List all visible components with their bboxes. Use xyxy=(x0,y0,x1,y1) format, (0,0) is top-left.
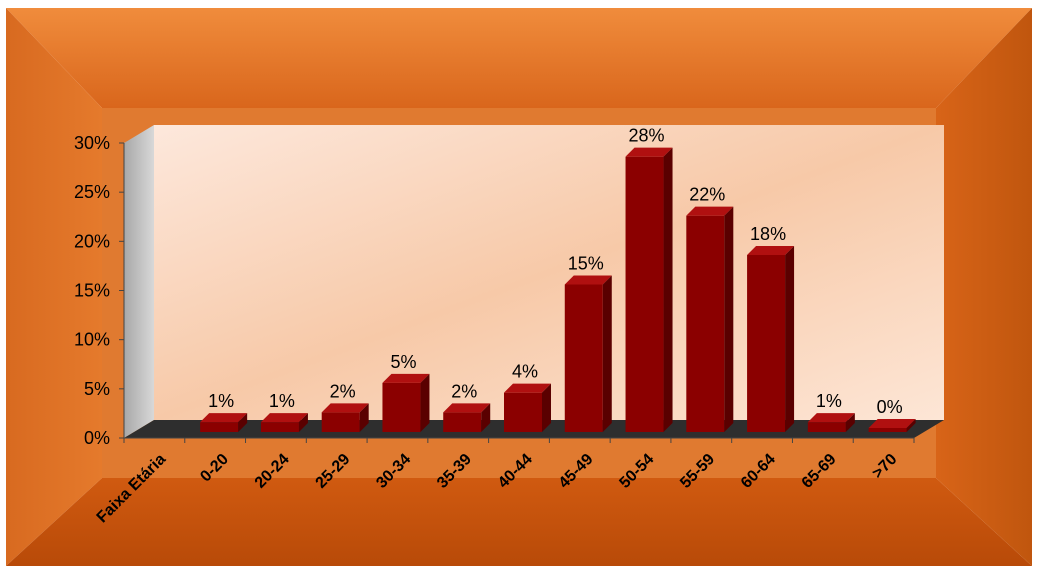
bar-chart: 0% 5% 10% 15% 20% 25% 30% 1% 1% 2% 5% 2% 4% 15% 28% 22… xyxy=(6,8,1032,566)
data-label: 1% xyxy=(816,391,842,411)
bar-top xyxy=(200,413,248,423)
bar-top xyxy=(807,413,855,423)
bar xyxy=(625,147,673,432)
bar xyxy=(686,206,734,432)
bar-side xyxy=(906,419,916,432)
y-tick-label: 25% xyxy=(74,182,110,202)
bar-top xyxy=(260,413,308,423)
plot-back-wall xyxy=(154,125,944,420)
data-label: 5% xyxy=(390,352,416,372)
bar-front xyxy=(564,284,603,432)
bar-side xyxy=(845,413,855,432)
bar xyxy=(321,403,369,432)
frame-left xyxy=(6,8,102,566)
bar xyxy=(747,246,795,432)
frame-right xyxy=(936,8,1032,566)
bar-top xyxy=(686,206,734,216)
bar-top xyxy=(868,419,916,428)
bar-top xyxy=(321,403,369,413)
bar-top xyxy=(564,275,612,285)
bar xyxy=(807,413,855,432)
bar-front xyxy=(321,412,360,432)
chart-frame: 0% 5% 10% 15% 20% 25% 30% 1% 1% 2% 5% 2% 4% 15% 28% 22… xyxy=(6,8,1032,566)
y-tick-label: 0% xyxy=(84,428,110,448)
y-tick-label: 15% xyxy=(74,281,110,301)
bar-front xyxy=(625,156,664,432)
bar-side xyxy=(238,413,248,432)
bar-front xyxy=(443,412,482,432)
data-label: 2% xyxy=(451,381,477,401)
y-tick-label: 30% xyxy=(74,133,110,153)
bar-side xyxy=(359,403,369,432)
bar-side xyxy=(602,275,612,432)
bar-front xyxy=(807,422,846,432)
data-label: 4% xyxy=(512,362,538,382)
data-label: 22% xyxy=(689,185,725,205)
data-label: 28% xyxy=(629,126,665,146)
y-axis: 0% 5% 10% 15% 20% 25% 30% xyxy=(74,133,124,448)
data-label: 15% xyxy=(568,254,604,274)
bars xyxy=(200,147,916,432)
bar-front xyxy=(686,215,725,432)
bar xyxy=(868,419,916,432)
bar-front xyxy=(382,382,421,432)
bar-front xyxy=(504,392,542,432)
bar-front xyxy=(747,255,786,432)
bar-top xyxy=(504,383,551,393)
data-label: 0% xyxy=(877,397,903,417)
bar-top xyxy=(747,246,795,255)
bar xyxy=(382,373,430,432)
bar-side xyxy=(420,373,430,432)
bar-side xyxy=(724,206,734,432)
data-label: 1% xyxy=(269,391,295,411)
plot-side-wall xyxy=(124,125,154,438)
bar-front xyxy=(200,422,239,432)
y-tick-label: 10% xyxy=(74,330,110,350)
bar xyxy=(564,275,612,432)
bar xyxy=(504,383,551,432)
data-label: 1% xyxy=(208,391,234,411)
data-label: 18% xyxy=(750,224,786,244)
bar xyxy=(200,413,248,432)
bar xyxy=(443,403,491,432)
bar xyxy=(260,413,308,432)
y-tick-label: 20% xyxy=(74,231,110,251)
bar-side xyxy=(785,246,795,432)
bar-side xyxy=(298,413,308,432)
bar-side xyxy=(663,147,673,432)
data-labels: 1% 1% 2% 5% 2% 4% 15% 28% 22% 18% 1% 0% xyxy=(208,126,902,417)
bar-top xyxy=(625,147,673,157)
frame-bottom xyxy=(6,478,1032,566)
y-tick-label: 5% xyxy=(84,379,110,399)
bar-side xyxy=(542,383,551,432)
bar-top xyxy=(443,403,491,413)
bar-top xyxy=(382,373,430,383)
bar-front xyxy=(868,428,907,432)
data-label: 2% xyxy=(330,381,356,401)
bar-front xyxy=(260,422,299,432)
bar-side xyxy=(481,403,491,432)
frame-top xyxy=(6,8,1032,108)
